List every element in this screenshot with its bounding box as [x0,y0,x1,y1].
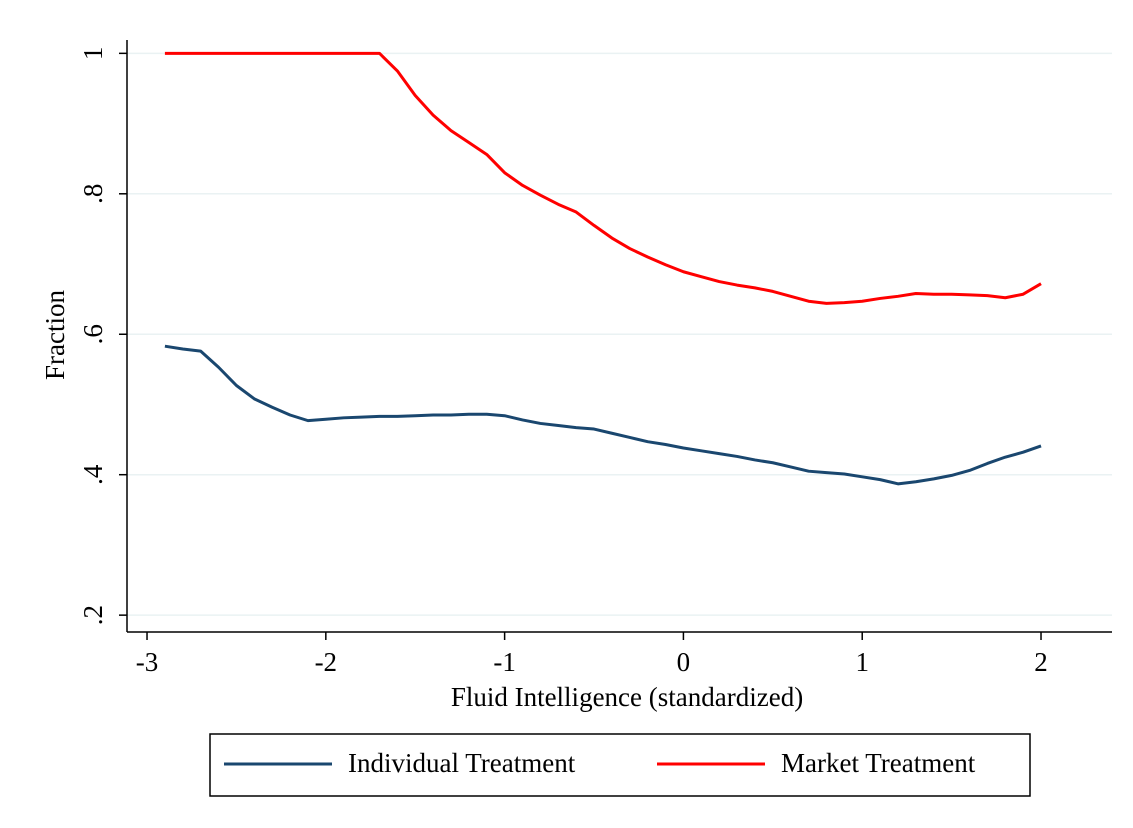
line-series [164,344,1042,486]
line-series [164,51,1042,305]
x-tick-label: -1 [493,647,516,677]
legend-label: Market Treatment [781,748,976,778]
y-tick-label: 1 [78,47,108,61]
y-tick-label: .4 [78,464,108,485]
x-tick-label: -3 [136,647,159,677]
y-tick-label: .2 [78,605,108,625]
y-tick-label: .6 [78,324,108,344]
x-axis-title: Fluid Intelligence (standardized) [451,682,803,712]
x-tick-label: 1 [855,647,869,677]
legend-box [209,733,1031,797]
legend-label: Individual Treatment [348,748,576,778]
y-axis-title: Fraction [40,290,70,380]
x-tick-label: 2 [1034,647,1048,677]
x-tick-label: -2 [315,647,338,677]
x-tick-label: 0 [677,647,691,677]
y-tick-label: .8 [78,184,108,204]
